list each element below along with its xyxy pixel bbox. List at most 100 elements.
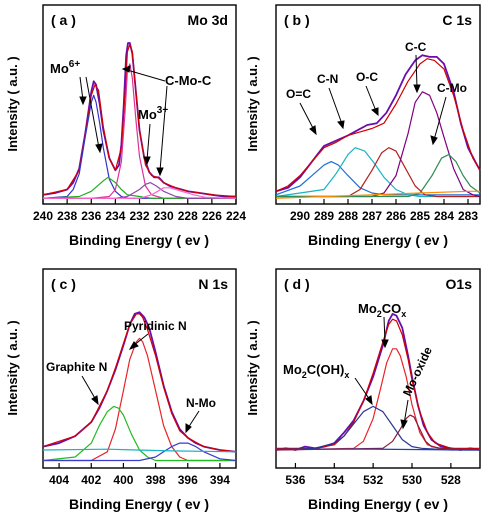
panel-title: N 1s <box>198 276 228 292</box>
x-tick-label-1: 238 <box>57 209 77 223</box>
panel-c-curves <box>42 311 237 462</box>
annotation-cmoc: C-Mo-C <box>165 73 212 88</box>
component-curve-4 <box>275 414 481 451</box>
fit-curve-1 <box>276 318 480 449</box>
x-tick-label-1: 289 <box>314 209 334 223</box>
panel-title: O1s <box>446 276 473 292</box>
x-tick-label-5: 230 <box>154 209 174 223</box>
annotation-arrows <box>354 316 409 430</box>
component-curve-3 <box>42 405 236 462</box>
x-tick-label-4: 286 <box>386 209 406 223</box>
x-tick-label-4: 232 <box>129 209 149 223</box>
component-curve-3 <box>275 147 480 198</box>
annotation-oc-double: O=C <box>286 87 311 101</box>
fit-curve-1 <box>42 44 237 198</box>
x-tick-label-1: 534 <box>324 473 344 487</box>
measured-curve-0 <box>275 313 481 451</box>
component-curve-4 <box>276 147 480 198</box>
annotation-cn: C-N <box>317 72 338 86</box>
plot-frame <box>42 268 237 469</box>
fit-curve-1 <box>275 58 481 192</box>
x-tick-label-2: 532 <box>363 473 383 487</box>
x-tick-label-1: 402 <box>81 473 101 487</box>
background-curve-5 <box>276 448 480 451</box>
panel-label: ( d ) <box>284 276 310 292</box>
component-curve-2 <box>275 161 480 196</box>
panel-label: ( c ) <box>51 276 76 292</box>
annotation-mo2cox: Mo2COx <box>358 301 406 319</box>
fit-curve-1 <box>42 313 237 453</box>
background-curve-5 <box>42 448 237 453</box>
annotation-arrows <box>79 65 168 177</box>
panel-b-curves <box>275 54 481 199</box>
plot-frame <box>275 268 481 469</box>
x-tick-label-0: 536 <box>285 473 305 487</box>
component-curve-4 <box>42 176 236 199</box>
y-axis-label: Intensity ( a.u. ) <box>5 320 20 415</box>
panel-title: C 1s <box>442 12 472 28</box>
annotation-mo6: Mo6+ <box>50 59 80 76</box>
y-axis-label: Intensity ( a.u. ) <box>245 56 260 151</box>
x-tick-label-6: 228 <box>178 209 198 223</box>
annotation-nmo: N-Mo <box>186 396 216 410</box>
annotation-mo2coh: Mo2C(OH)x <box>283 362 349 380</box>
annotation-mo3: Mo3+ <box>138 105 168 122</box>
panel-b-xticks: 290 289 288 287 286 285 284 283 <box>290 199 478 223</box>
x-tick-label-2: 400 <box>113 473 133 487</box>
x-tick-label-3: 287 <box>362 209 382 223</box>
component-curve-6 <box>276 154 481 198</box>
measured-curve-0 <box>42 311 237 453</box>
x-tick-label-3: 234 <box>105 209 125 223</box>
x-tick-label-2: 236 <box>81 209 101 223</box>
panel-d: 536 534 532 530 528 ( d ) O1s Intensity ( a.… <box>245 268 481 512</box>
panel-c: 404 402 400 398 396 394 ( c ) N 1s Intensity … <box>5 268 237 512</box>
component-curve-4 <box>43 442 237 462</box>
annotation-arrows <box>299 54 447 146</box>
component-curve-2 <box>43 337 236 462</box>
annotation-pyridinic: Pyridinic N <box>124 319 187 333</box>
plot-frame <box>275 4 481 205</box>
measured-curve-0 <box>275 54 481 193</box>
x-tick-label-5: 285 <box>410 209 430 223</box>
annotation-arrows <box>81 333 200 434</box>
panel-a-curves <box>42 42 237 199</box>
x-tick-label-4: 528 <box>441 473 461 487</box>
background-curve-7 <box>275 190 480 199</box>
x-tick-label-0: 240 <box>33 209 53 223</box>
component-curve-6 <box>43 187 237 199</box>
x-tick-label-4: 396 <box>178 473 198 487</box>
panel-title: Mo 3d <box>188 12 228 28</box>
annotation-oc: O-C <box>356 70 378 84</box>
component-curve-5 <box>276 91 481 198</box>
x-axis-label: Binding Energy ( ev ) <box>308 496 448 512</box>
panel-d-xticks: 536 534 532 530 528 <box>285 463 461 487</box>
annotation-mo-oxide: Mo-oxide <box>400 344 435 398</box>
panel-d-curves <box>275 313 481 451</box>
x-tick-label-8: 224 <box>226 209 246 223</box>
panel-label: ( a ) <box>51 12 76 28</box>
plot-frame <box>42 4 237 205</box>
x-axis-label: Binding Energy ( ev ) <box>69 232 209 248</box>
panel-a: 240 238 236 234 232 230 228 226 224 ( a ) Mo 3d … <box>5 4 246 248</box>
x-tick-label-3: 398 <box>146 473 166 487</box>
x-axis-label: Binding Energy ( ev ) <box>69 496 209 512</box>
x-tick-label-7: 226 <box>202 209 222 223</box>
y-axis-label: Intensity ( a.u. ) <box>245 320 260 415</box>
x-tick-label-3: 530 <box>402 473 422 487</box>
panel-b: 290 289 288 287 286 285 284 283 ( b ) C 1s Inte… <box>245 4 481 248</box>
annotation-cc: C-C <box>405 40 427 54</box>
x-tick-label-7: 283 <box>458 209 478 223</box>
x-tick-label-5: 394 <box>210 473 230 487</box>
panel-a-xticks: 240 238 236 234 232 230 228 226 224 <box>33 199 246 223</box>
component-curve-3 <box>275 405 480 451</box>
x-tick-label-0: 290 <box>290 209 310 223</box>
x-tick-label-2: 288 <box>338 209 358 223</box>
x-tick-label-0: 404 <box>49 473 69 487</box>
panel-c-xticks: 404 402 400 398 396 394 <box>49 463 230 487</box>
annotation-cmo: C-Mo <box>437 81 467 95</box>
panel-label: ( b ) <box>284 12 310 28</box>
y-axis-label: Intensity ( a.u. ) <box>5 56 20 151</box>
x-axis-label: Binding Energy ( ev ) <box>308 232 448 248</box>
x-tick-label-6: 284 <box>434 209 454 223</box>
